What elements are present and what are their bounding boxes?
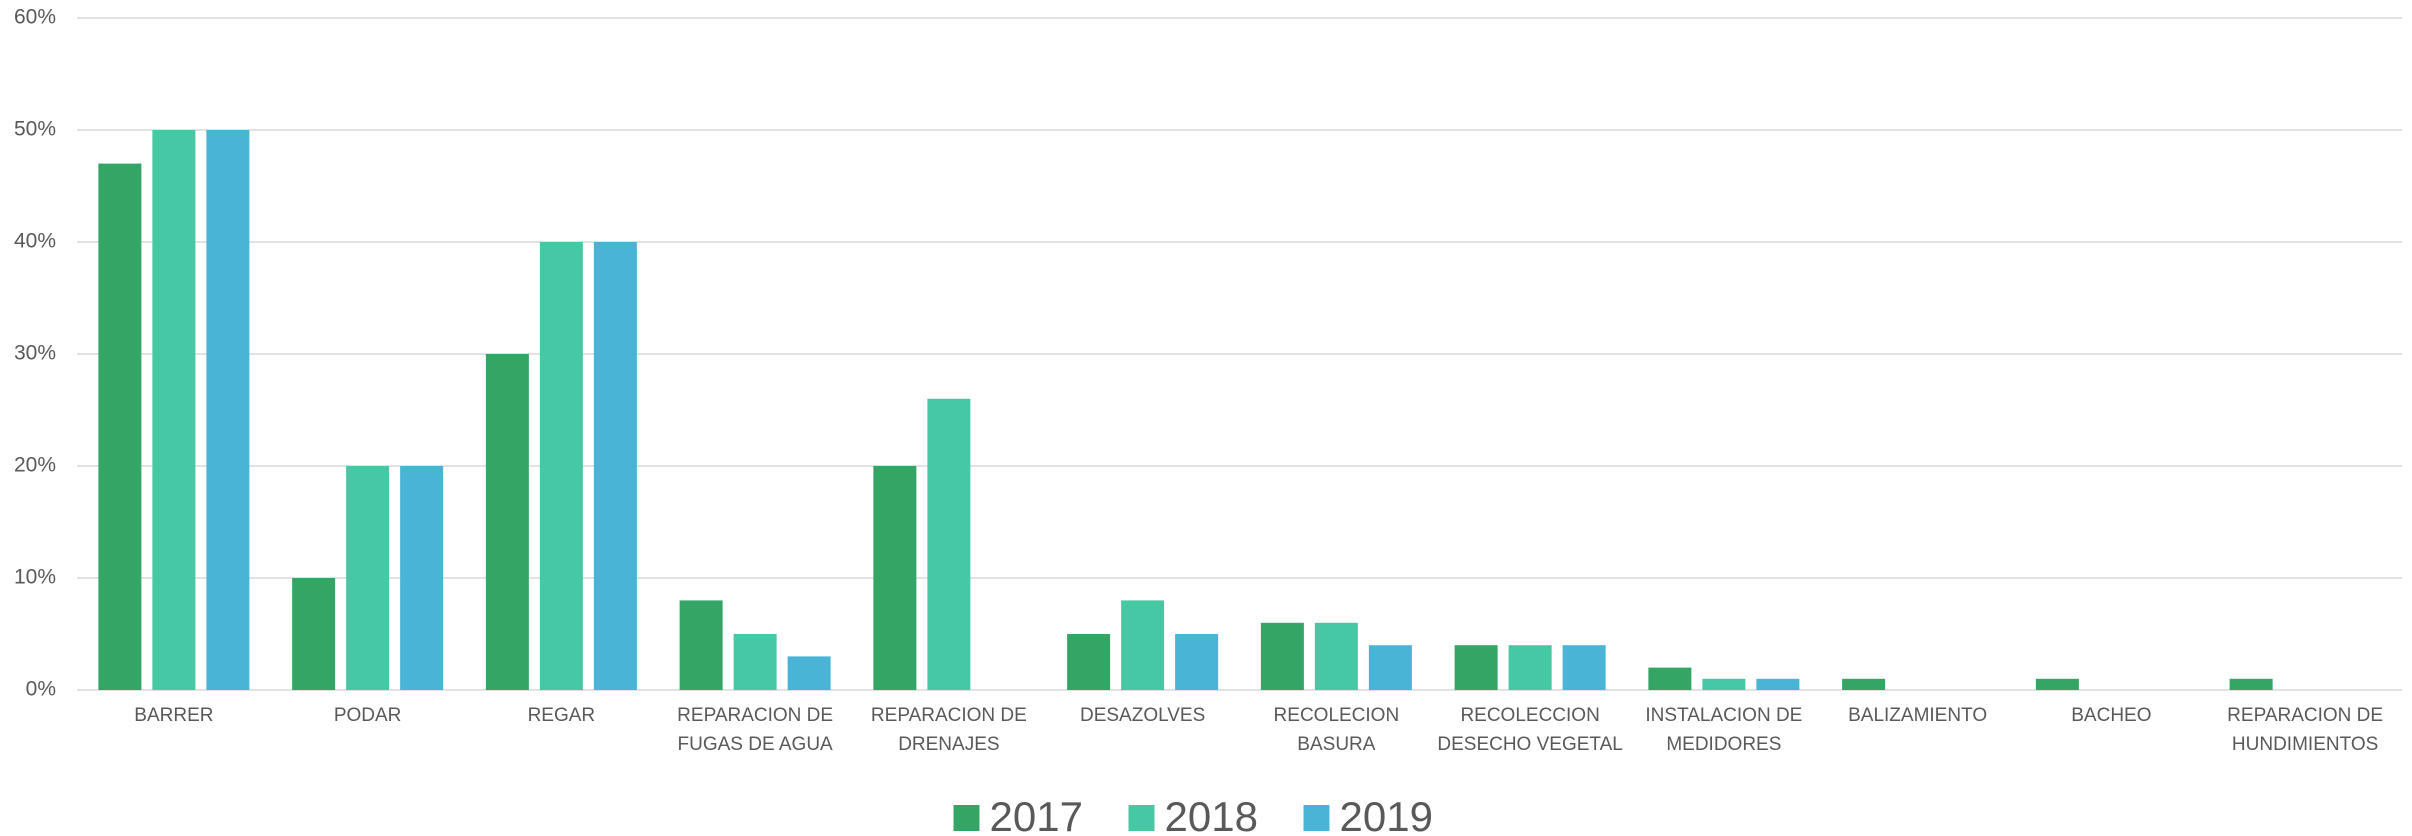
legend-label: 2019 — [1340, 793, 1433, 836]
bar — [1260, 622, 1304, 690]
bar — [787, 656, 831, 690]
y-tick-label: 50% — [14, 118, 56, 141]
legend: 2017 2018 2019 — [953, 793, 1433, 836]
x-tick-label: REPARACION DE DRENAJES — [870, 705, 1027, 755]
x-tick-label: REPARACION DE FUGAS DE AGUA — [677, 705, 834, 755]
y-tick-label: 10% — [14, 566, 56, 589]
x-tick-label: INSTALACION DE MEDIDORES — [1645, 705, 1803, 755]
bar — [400, 466, 444, 690]
bar — [1702, 678, 1746, 690]
bar — [1314, 622, 1358, 690]
bar — [1508, 645, 1552, 690]
y-tick-label: 0% — [26, 678, 56, 701]
bar — [152, 130, 196, 690]
y-tick-label: 40% — [14, 230, 56, 253]
bar — [1648, 667, 1692, 690]
x-tick-label: BARRER — [134, 705, 214, 726]
x-tick-label: RECOLECION BASURA — [1273, 705, 1400, 755]
y-tick-label: 60% — [14, 6, 56, 29]
bar — [206, 130, 250, 690]
bar — [1067, 634, 1111, 690]
bar — [873, 466, 917, 690]
bar — [539, 242, 583, 690]
bar — [2035, 678, 2079, 690]
y-tick-label: 30% — [14, 342, 56, 365]
bar — [1121, 600, 1165, 690]
x-tick-label: PODAR — [333, 705, 402, 726]
bar — [593, 242, 637, 690]
bar — [98, 163, 142, 691]
legend-swatch — [1128, 805, 1155, 831]
x-tick-label: BALIZAMIENTO — [1848, 705, 1988, 726]
bar — [733, 634, 777, 690]
bar — [1368, 645, 1412, 690]
bar — [679, 600, 723, 690]
bar — [1756, 678, 1800, 690]
bar — [292, 578, 336, 690]
bar — [1175, 634, 1219, 690]
legend-label: 2018 — [1165, 793, 1258, 836]
x-tick-label: REGAR — [527, 705, 596, 726]
x-tick-label: RECOLECCION DESECHO VEGETAL — [1437, 705, 1623, 755]
legend-label: 2017 — [990, 793, 1083, 836]
bar — [927, 398, 971, 690]
legend-swatch — [953, 805, 980, 831]
legend-swatch — [1303, 805, 1330, 831]
bar — [485, 354, 529, 690]
bar — [1842, 678, 1886, 690]
bar — [346, 466, 390, 690]
x-tick-label: DESAZOLVES — [1079, 705, 1206, 726]
bar — [1562, 645, 1606, 690]
bar — [2229, 678, 2273, 690]
y-tick-label: 20% — [14, 454, 56, 477]
x-tick-label: BACHEO — [2071, 705, 2152, 726]
x-tick-label: REPARACION DE HUNDIMIENTOS — [2227, 705, 2384, 755]
bar — [1454, 645, 1498, 690]
